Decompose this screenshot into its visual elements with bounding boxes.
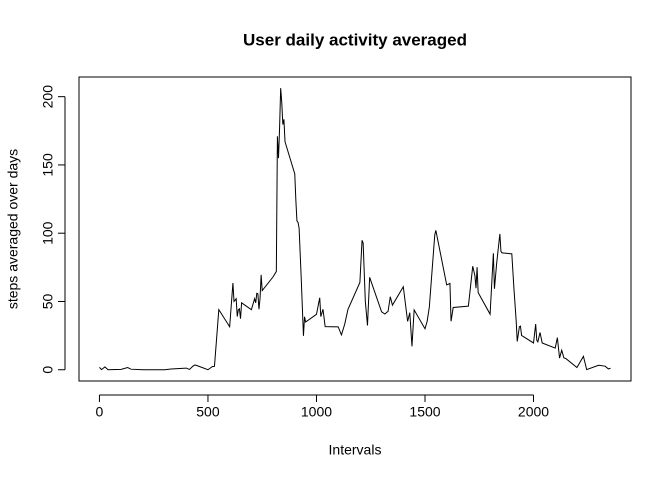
x-tick-label: 500 — [196, 404, 220, 420]
x-axis-label: Intervals — [329, 442, 382, 458]
data-line — [99, 88, 611, 371]
y-tick-label: 50 — [40, 293, 56, 309]
y-tick-label: 0 — [40, 366, 56, 374]
y-axis-label: steps averaged over days — [5, 149, 21, 309]
plot-box — [78, 76, 632, 382]
y-tick-label: 150 — [40, 153, 56, 177]
x-tick-label: 2000 — [518, 404, 549, 420]
chart-title: User daily activity averaged — [243, 30, 467, 49]
y-tick-label: 100 — [40, 221, 56, 245]
x-tick-label: 0 — [96, 404, 104, 420]
y-tick-label: 200 — [40, 85, 56, 109]
x-tick-label: 1000 — [301, 404, 332, 420]
x-tick-label: 1500 — [409, 404, 440, 420]
